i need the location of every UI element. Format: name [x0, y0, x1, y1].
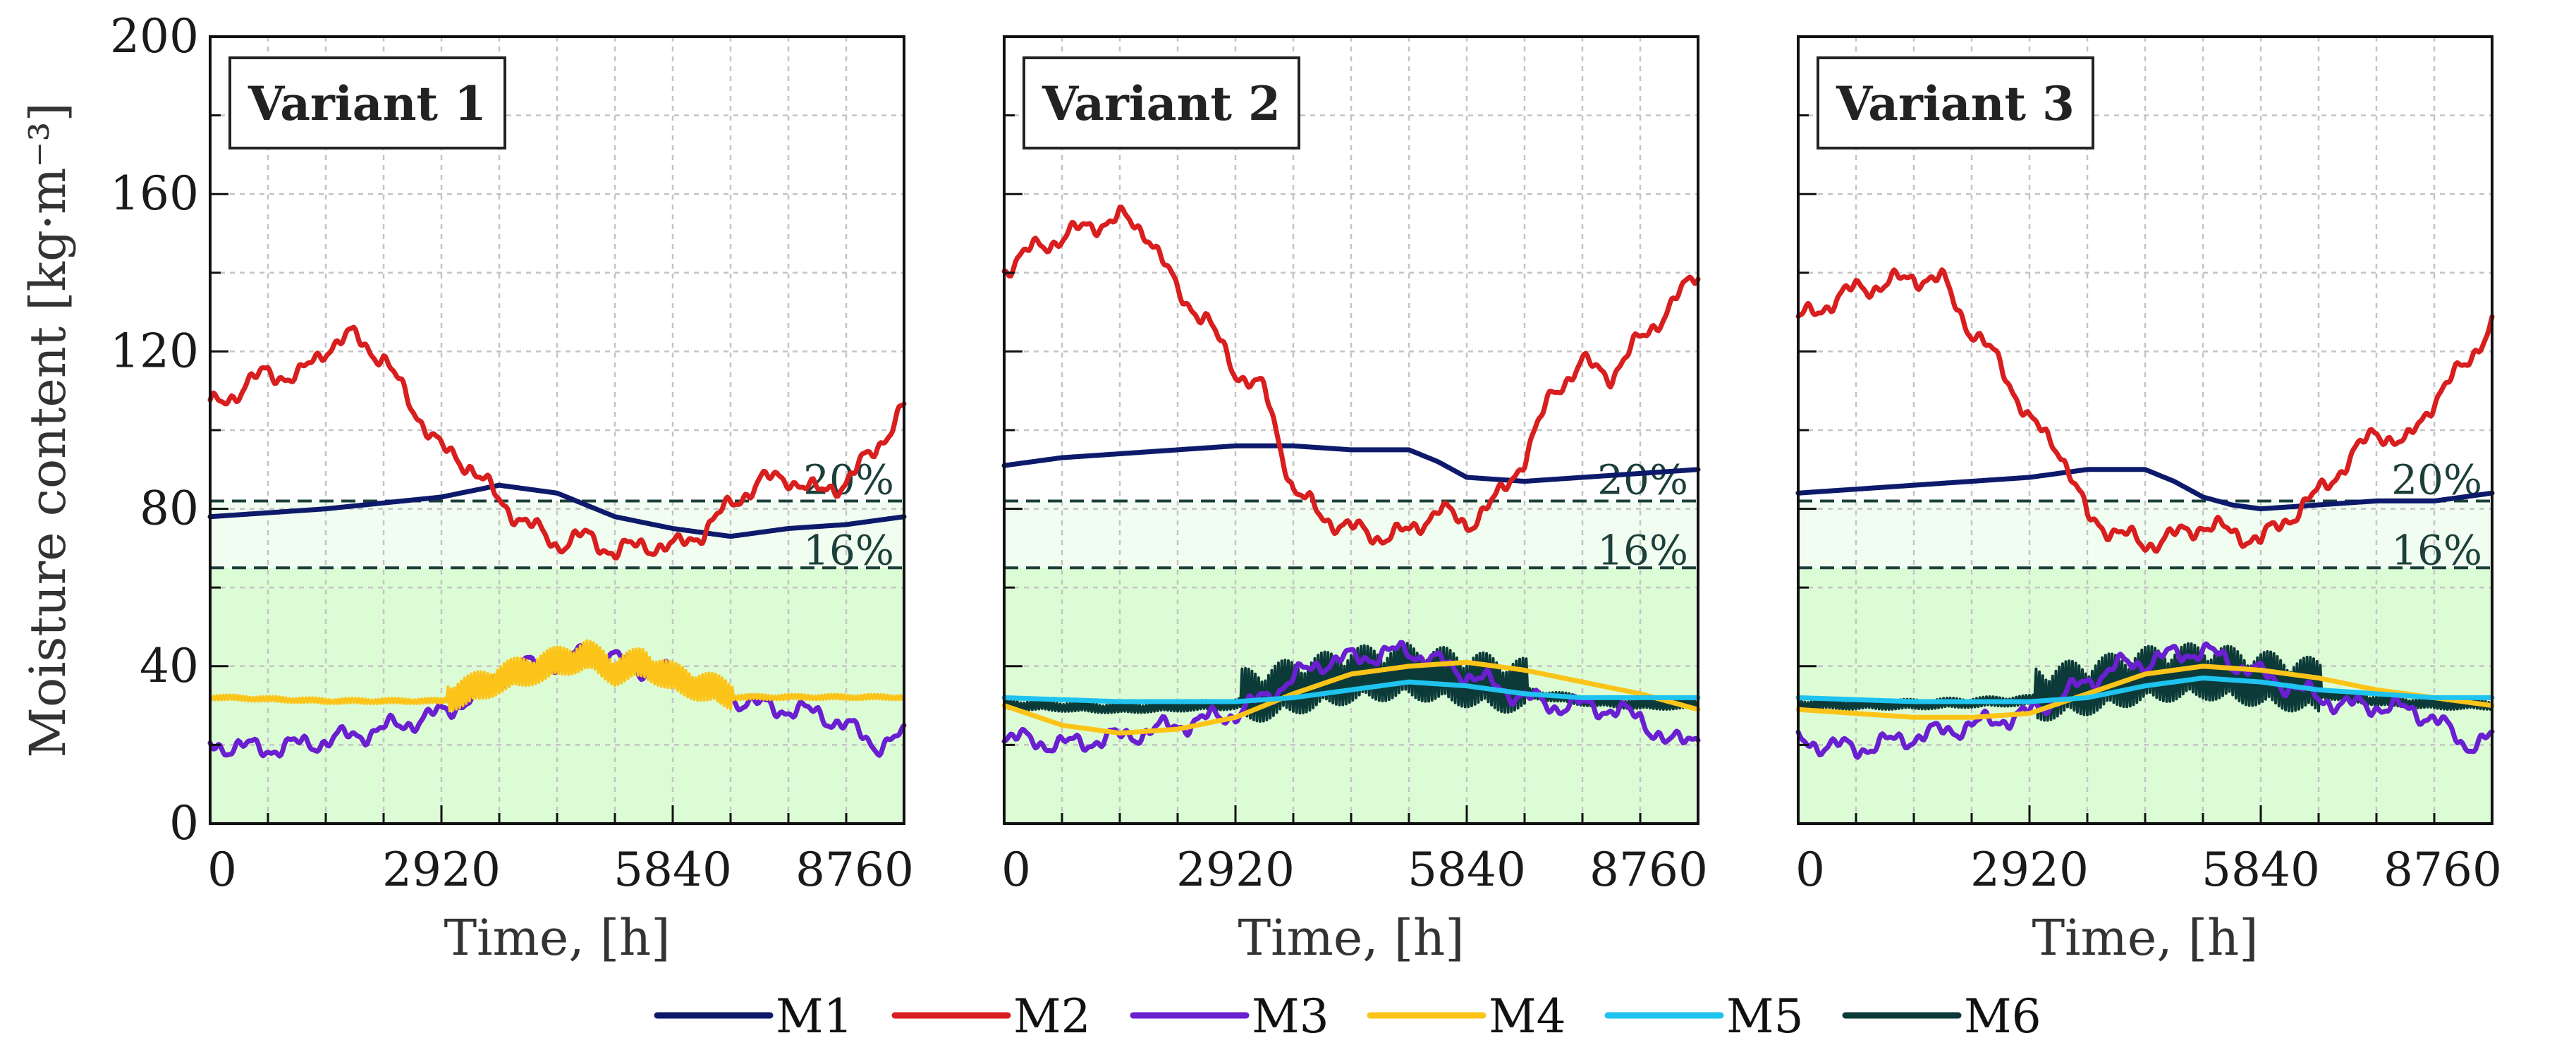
x-tick-label: 0: [207, 843, 237, 897]
y-tick-label: 80: [140, 482, 199, 536]
legend-label-m4: M4: [1489, 989, 1566, 1044]
x-axis-title: Time, [h]: [2032, 909, 2258, 967]
panel-title: Variant 2: [1042, 76, 1281, 131]
legend-label-m6: M6: [1964, 989, 2041, 1044]
series-line-m1: [1795, 467, 2495, 512]
series-line-m4: [209, 639, 905, 713]
panel-title-box: [1817, 56, 2094, 149]
series-line-m1: [207, 482, 907, 539]
panel-title-box: [1023, 56, 1300, 149]
threshold-label: 16%: [2391, 526, 2482, 574]
series-line-m2: [1795, 267, 2495, 554]
y-tick-label: 120: [110, 324, 199, 378]
series-line-m1: [1001, 443, 1701, 484]
y-tick-label: 40: [140, 639, 199, 693]
x-tick-label: 8760: [1589, 843, 1708, 897]
x-tick-label: 5840: [614, 843, 732, 897]
x-tick-label: 8760: [795, 843, 914, 897]
series-line-m2: [1001, 204, 1701, 546]
x-tick-label: 2920: [382, 843, 501, 897]
x-tick-label: 2920: [1176, 843, 1295, 897]
legend-label-m1: M1: [776, 989, 853, 1044]
x-tick-label: 0: [1795, 843, 1825, 897]
x-axis-title: Time, [h]: [444, 909, 670, 967]
legend-label-m3: M3: [1252, 989, 1329, 1044]
threshold-label: 20%: [1597, 456, 1688, 503]
panel-title: Variant 3: [1836, 76, 2075, 131]
x-tick-label: 0: [1001, 843, 1031, 897]
y-axis-title: Moisture content [kg·m⁻³]: [19, 102, 77, 757]
x-tick-label: 2920: [1970, 843, 2089, 897]
panel-variant-2: 20% 16% 0 2920 5840 8760 Time, [h] Variant 2: [1001, 35, 1708, 967]
series-line-m5: [1795, 676, 2495, 704]
series-line-m4: [1795, 664, 2495, 720]
x-tick-label: 5840: [1408, 843, 1526, 897]
y-tick-label: 160: [110, 166, 199, 221]
threshold-label: 16%: [1597, 526, 1688, 574]
legend-label-m2: M2: [1013, 989, 1091, 1044]
series-line-m2: [207, 324, 907, 561]
panel-title-box: [228, 56, 506, 149]
threshold-label: 16%: [803, 526, 894, 574]
series-line-m3: [1001, 640, 1701, 754]
y-tick-label: 200: [110, 9, 199, 63]
y-tick-label: 0: [169, 796, 199, 850]
legend-label-m5: M5: [1726, 989, 1804, 1044]
x-axis-title: Time, [h]: [1238, 909, 1464, 967]
series-line-m5: [1001, 679, 1701, 704]
x-tick-label: 5840: [2202, 843, 2320, 897]
legend: M1 M2 M3 M4 M5 M6: [654, 989, 2041, 1044]
series-line-m4: [1001, 659, 1701, 736]
panel-title: Variant 1: [248, 76, 487, 131]
x-tick-label: 8760: [2383, 843, 2502, 897]
